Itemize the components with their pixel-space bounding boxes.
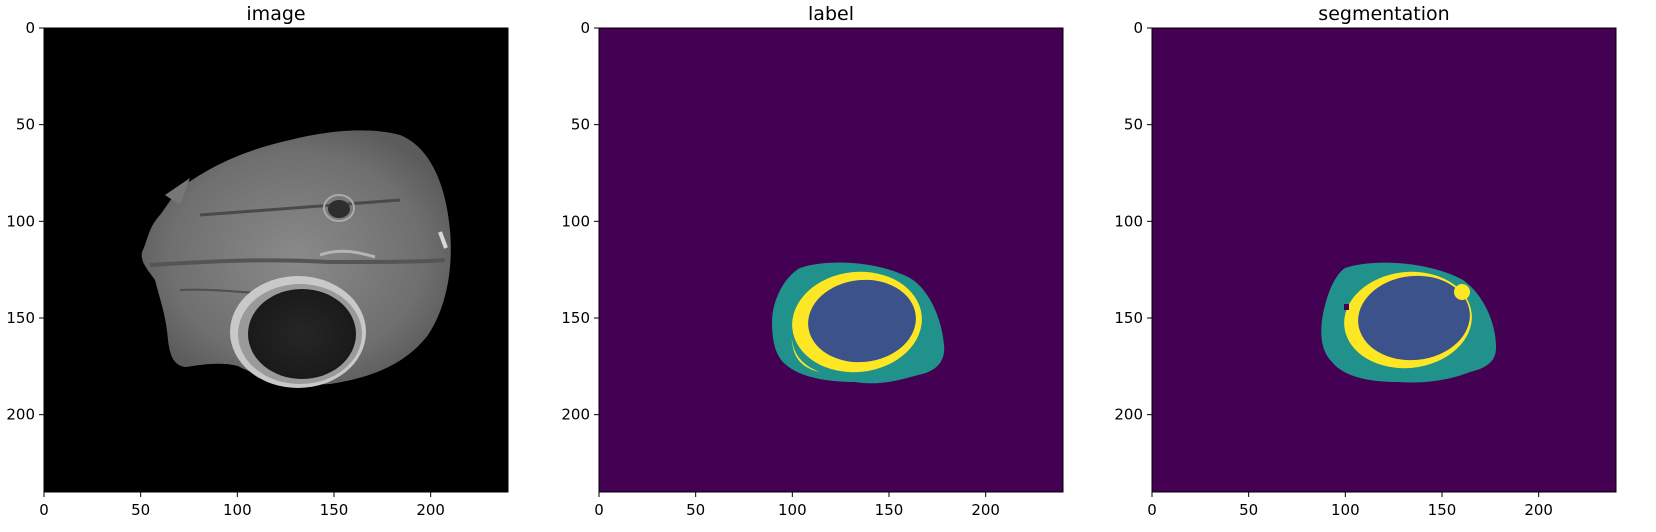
- y-tick-label: 100: [1114, 212, 1143, 230]
- y-tick-label: 0: [25, 19, 35, 37]
- y-tick-label: 200: [561, 406, 590, 424]
- y-tick-label: 150: [6, 309, 35, 327]
- x-tick-label: 150: [1428, 501, 1457, 519]
- x-tick-label: 0: [39, 501, 49, 519]
- segmentation-background: [1152, 28, 1616, 492]
- panel-segmentation: segmentation 0 50 100 150 200 0 50 100 150 200: [1114, 3, 1616, 519]
- y-tick-label: 150: [561, 309, 590, 327]
- x-tick-label: 0: [1147, 501, 1157, 519]
- y-tick-label: 200: [1114, 406, 1143, 424]
- x-tick-label: 100: [223, 501, 252, 519]
- x-tick-label: 50: [686, 501, 705, 519]
- x-tick-label: 50: [1239, 501, 1258, 519]
- y-tick-label: 100: [6, 212, 35, 230]
- y-tick-label: 50: [16, 116, 35, 134]
- x-tick-label: 150: [320, 501, 349, 519]
- y-tick-label: 200: [6, 406, 35, 424]
- panel-image: image 0 50 100 150 200 0 50 100 150 200: [6, 3, 508, 519]
- y-tick-label: 150: [1114, 309, 1143, 327]
- y-tick-label: 100: [561, 212, 590, 230]
- x-tick-label: 200: [1524, 501, 1553, 519]
- x-tick-label: 200: [416, 501, 445, 519]
- y-tick-label: 50: [1124, 116, 1143, 134]
- panel-title: segmentation: [1318, 3, 1449, 25]
- x-tick-label: 200: [971, 501, 1000, 519]
- y-tick-label: 0: [1133, 19, 1143, 37]
- panel-title: label: [808, 3, 854, 25]
- panel-title: image: [246, 3, 305, 25]
- y-tick-label: 50: [571, 116, 590, 134]
- x-tick-label: 0: [594, 501, 604, 519]
- y-tick-label: 0: [580, 19, 590, 37]
- x-tick-label: 50: [131, 501, 150, 519]
- label-background: [599, 28, 1063, 492]
- x-tick-label: 100: [1331, 501, 1360, 519]
- lesion-cavity: [248, 289, 356, 379]
- x-tick-label: 100: [778, 501, 807, 519]
- panel-label: label 0 50 100 150 200 0 50 100 150 200: [561, 3, 1063, 519]
- x-tick-label: 150: [875, 501, 904, 519]
